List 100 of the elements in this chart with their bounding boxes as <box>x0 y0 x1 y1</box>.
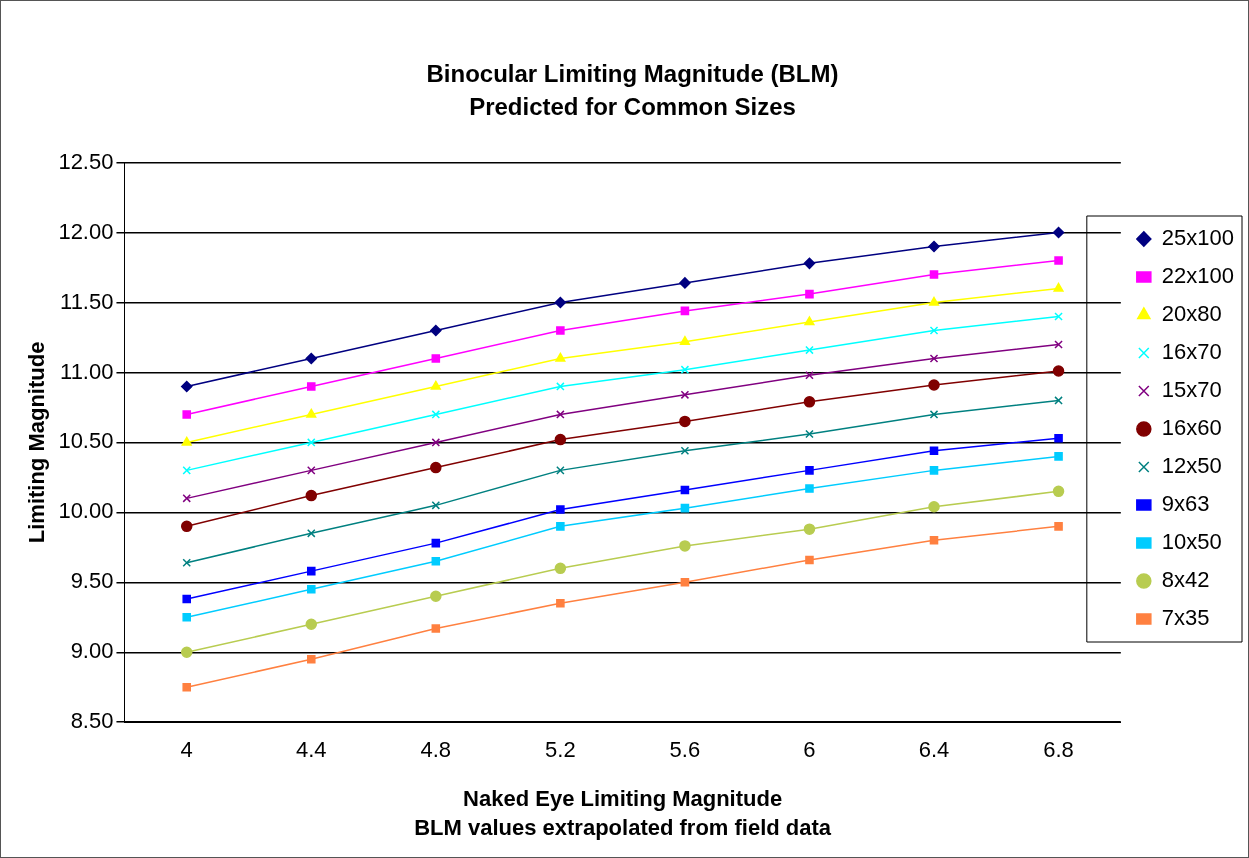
point <box>803 523 816 535</box>
point <box>556 505 565 514</box>
point <box>1052 365 1065 377</box>
point <box>306 529 316 538</box>
point <box>554 562 567 575</box>
point <box>306 438 316 447</box>
x-tick-label: 5.2 <box>545 737 576 763</box>
point <box>805 429 814 439</box>
point <box>1054 396 1063 405</box>
point <box>679 540 691 552</box>
y-tick-label: 9.50 <box>70 568 114 594</box>
point <box>182 558 192 567</box>
legend-label: 20x80 <box>1161 301 1222 327</box>
point <box>181 436 192 446</box>
point <box>431 501 441 510</box>
point <box>680 446 690 456</box>
point <box>1054 340 1063 349</box>
point <box>554 433 567 446</box>
point <box>929 270 939 279</box>
y-tick-label: 8.50 <box>70 708 114 734</box>
point <box>306 654 316 664</box>
legend-label: 25x100 <box>1161 225 1235 251</box>
point <box>680 365 690 374</box>
point <box>928 501 940 513</box>
point <box>431 354 441 363</box>
chart-title: Binocular Limiting Magnitude (BLM) <box>426 60 839 88</box>
point <box>430 324 442 337</box>
point <box>928 240 940 253</box>
point <box>556 466 565 475</box>
point <box>805 289 814 299</box>
point <box>929 354 939 363</box>
point <box>928 379 940 391</box>
point <box>679 277 691 289</box>
point <box>430 380 441 390</box>
point <box>430 461 442 474</box>
point <box>1052 226 1065 239</box>
y-tick-label: 10.50 <box>58 428 114 454</box>
y-tick-label: 9.00 <box>70 638 114 664</box>
point <box>305 618 318 631</box>
point <box>679 415 691 428</box>
y-tick-label: 12.50 <box>58 148 114 174</box>
point <box>306 585 316 594</box>
point <box>305 352 318 365</box>
point <box>306 466 316 475</box>
legend-label: 22x100 <box>1161 263 1235 289</box>
point <box>929 410 939 419</box>
point <box>803 396 816 408</box>
point <box>680 390 690 400</box>
point <box>805 555 814 565</box>
point <box>554 296 567 309</box>
point <box>929 536 939 545</box>
point <box>306 408 317 418</box>
point <box>305 489 318 502</box>
point <box>182 466 192 475</box>
point <box>182 612 192 622</box>
point <box>556 410 565 419</box>
point <box>803 257 816 270</box>
legend-label: 16x70 <box>1161 339 1222 365</box>
point <box>431 410 441 419</box>
point <box>556 599 565 608</box>
point <box>679 335 690 345</box>
point <box>1054 433 1063 443</box>
point <box>431 557 441 566</box>
point <box>929 446 939 456</box>
legend-label: 15x70 <box>1161 377 1222 403</box>
point <box>430 590 442 603</box>
point <box>929 326 939 335</box>
point <box>1052 485 1065 498</box>
point <box>182 410 192 419</box>
point <box>182 594 192 604</box>
legend-label: 16x60 <box>1161 415 1222 441</box>
point <box>1054 312 1063 321</box>
legend-label: 7x35 <box>1161 605 1210 631</box>
point <box>556 382 565 391</box>
point <box>928 296 940 306</box>
point <box>680 503 690 513</box>
point <box>680 306 690 316</box>
x-tick-label: 4 <box>180 737 193 763</box>
point <box>556 326 565 335</box>
x-tick-label: 6 <box>803 737 816 763</box>
point <box>1054 256 1063 265</box>
point <box>182 682 192 692</box>
x-tick-label: 5.6 <box>669 737 701 763</box>
text: BLM values extrapolated from field data <box>414 815 832 840</box>
chart-subtitle: Predicted for Common Sizes <box>469 92 796 120</box>
x-tick-label: 4.8 <box>420 737 452 763</box>
point <box>1054 522 1063 531</box>
point <box>680 578 690 587</box>
point <box>805 370 814 380</box>
point <box>306 382 316 391</box>
x-tick-label: 4.4 <box>295 737 327 763</box>
x-tick-label: 6.4 <box>918 737 950 763</box>
y-tick-label: 12.00 <box>58 218 114 244</box>
point <box>306 566 316 576</box>
point <box>431 538 441 548</box>
y-tick-label: 10.00 <box>58 498 114 524</box>
point <box>805 345 814 355</box>
y-axis-title: Limiting Magnitude <box>24 341 50 544</box>
point <box>1053 282 1064 292</box>
point <box>180 520 193 533</box>
